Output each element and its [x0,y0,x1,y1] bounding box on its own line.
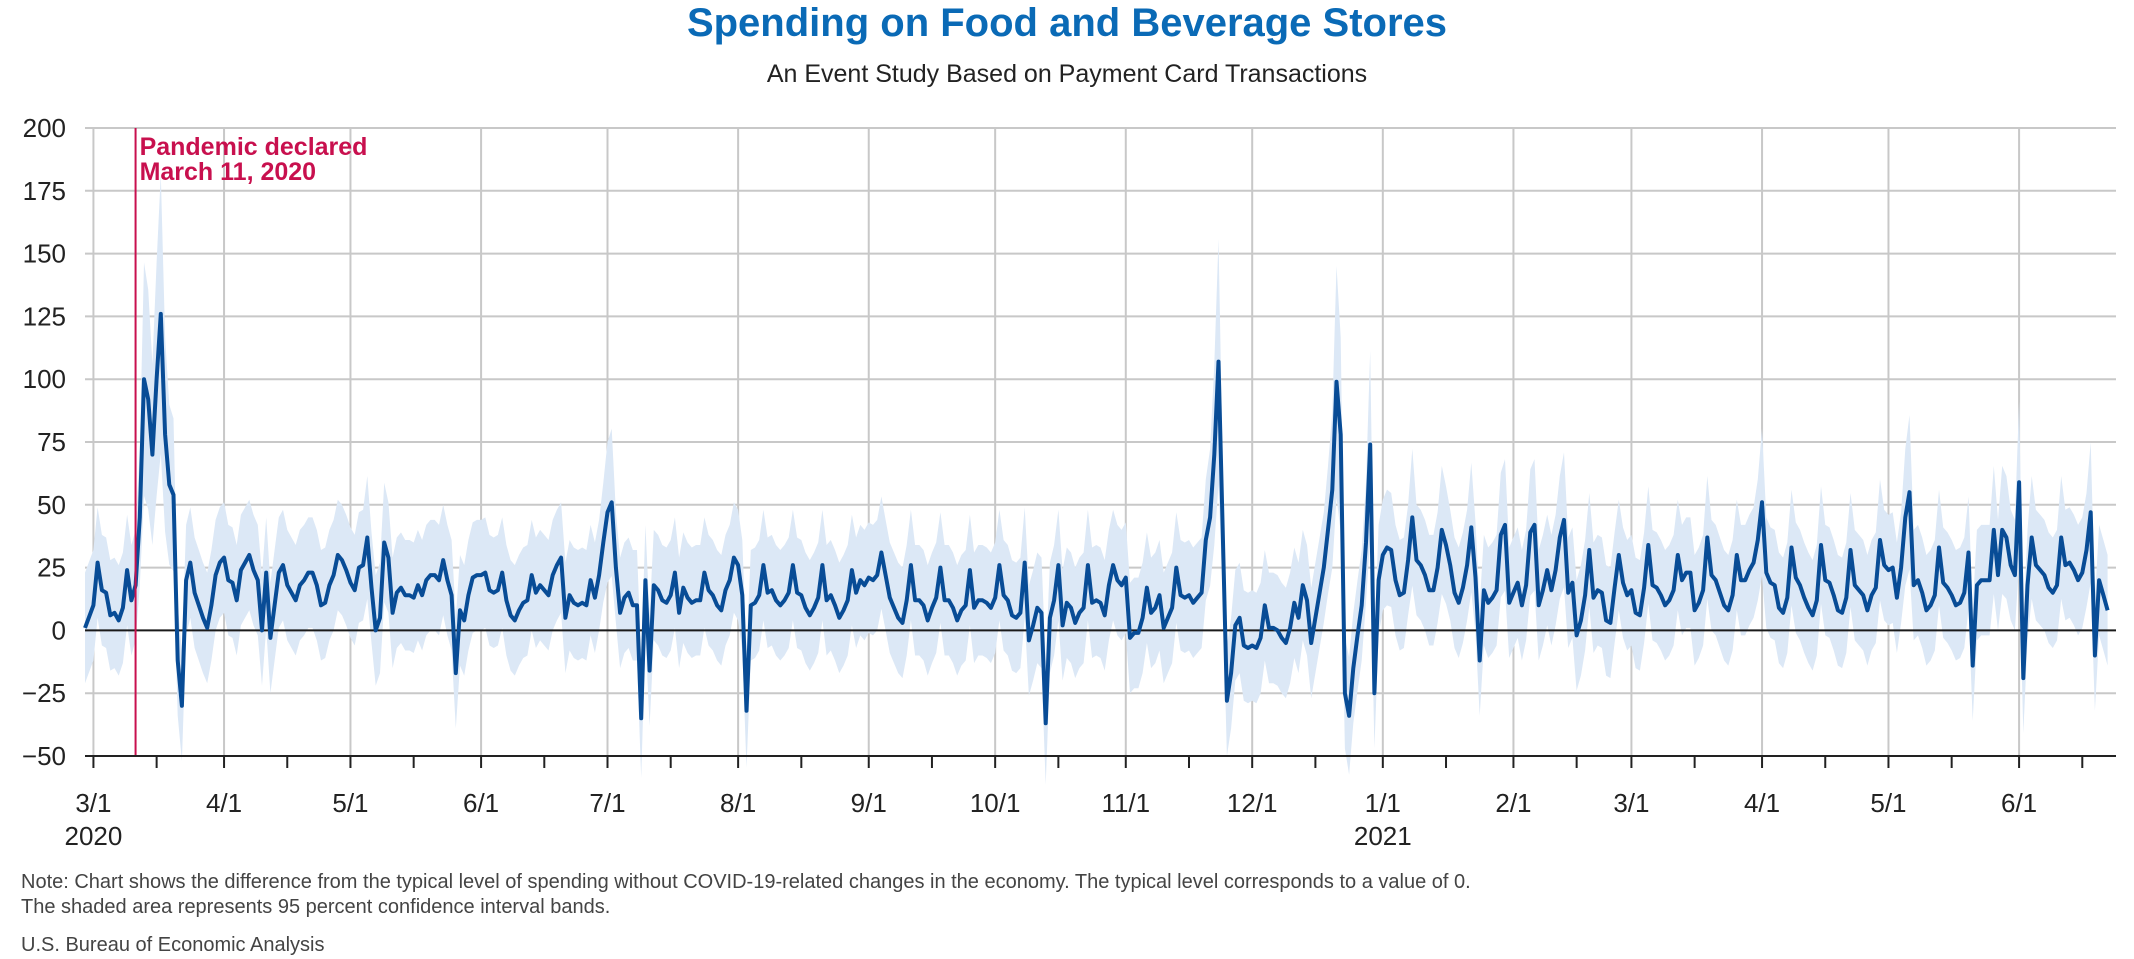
y-tick-label: 0 [52,615,66,645]
note-line-2: The shaded area represents 95 percent co… [21,896,611,918]
source-credit: U.S. Bureau of Economic Analysis [21,934,325,956]
x-year-label: 2020 [65,821,123,851]
x-tick-label: 3/1 [75,788,111,818]
chart-note: Note: Chart shows the difference from th… [21,870,1471,920]
x-tick-label: 12/1 [1227,788,1278,818]
x-tick-label: 11/1 [1101,788,1150,818]
x-tick-label: 5/1 [332,788,368,818]
y-tick-label: −25 [22,678,66,708]
x-tick-label: 5/1 [1870,788,1906,818]
note-line-1: Note: Chart shows the difference from th… [21,871,1471,893]
chart-title: Spending on Food and Beverage Stores [686,1,1448,45]
x-tick-label: 3/1 [1613,788,1649,818]
x-tick-label: 4/1 [1744,788,1780,818]
pandemic-annotation: Pandemic declared March 11, 2020 [134,128,368,756]
event-label-line1: Pandemic declared [140,133,368,161]
y-tick-label: 25 [37,553,66,583]
chart-subtitle: An Event Study Based on Payment Card Tra… [766,60,1368,88]
y-tick-label: 125 [23,301,66,331]
y-tick-label: −50 [22,741,66,771]
y-tick-label: 150 [23,239,66,269]
spending-line [83,311,2110,726]
x-tick-label: 1/1 [1365,788,1401,818]
x-tick-label: 7/1 [589,788,625,818]
y-tick-label: 50 [37,490,66,520]
gridlines [85,127,2116,757]
y-tick-label: 100 [23,364,66,394]
x-tick-label: 9/1 [851,788,887,818]
x-tick-label: 8/1 [720,788,756,818]
ci-band-area [85,174,2108,785]
x-tick-label: 4/1 [206,788,242,818]
x-tick-label: 6/1 [2001,788,2037,818]
x-tick-label: 6/1 [463,788,499,818]
confidence-band [85,174,2108,785]
x-year-label: 2021 [1354,821,1412,851]
series-line [83,311,2110,726]
event-label-line2: March 11, 2020 [140,158,317,186]
y-tick-label: 175 [23,176,66,206]
y-tick-label: 75 [37,427,66,457]
y-tick-label: 200 [23,113,66,143]
x-tick-label: 2/1 [1495,788,1531,818]
x-tick-label: 10/1 [970,788,1021,818]
